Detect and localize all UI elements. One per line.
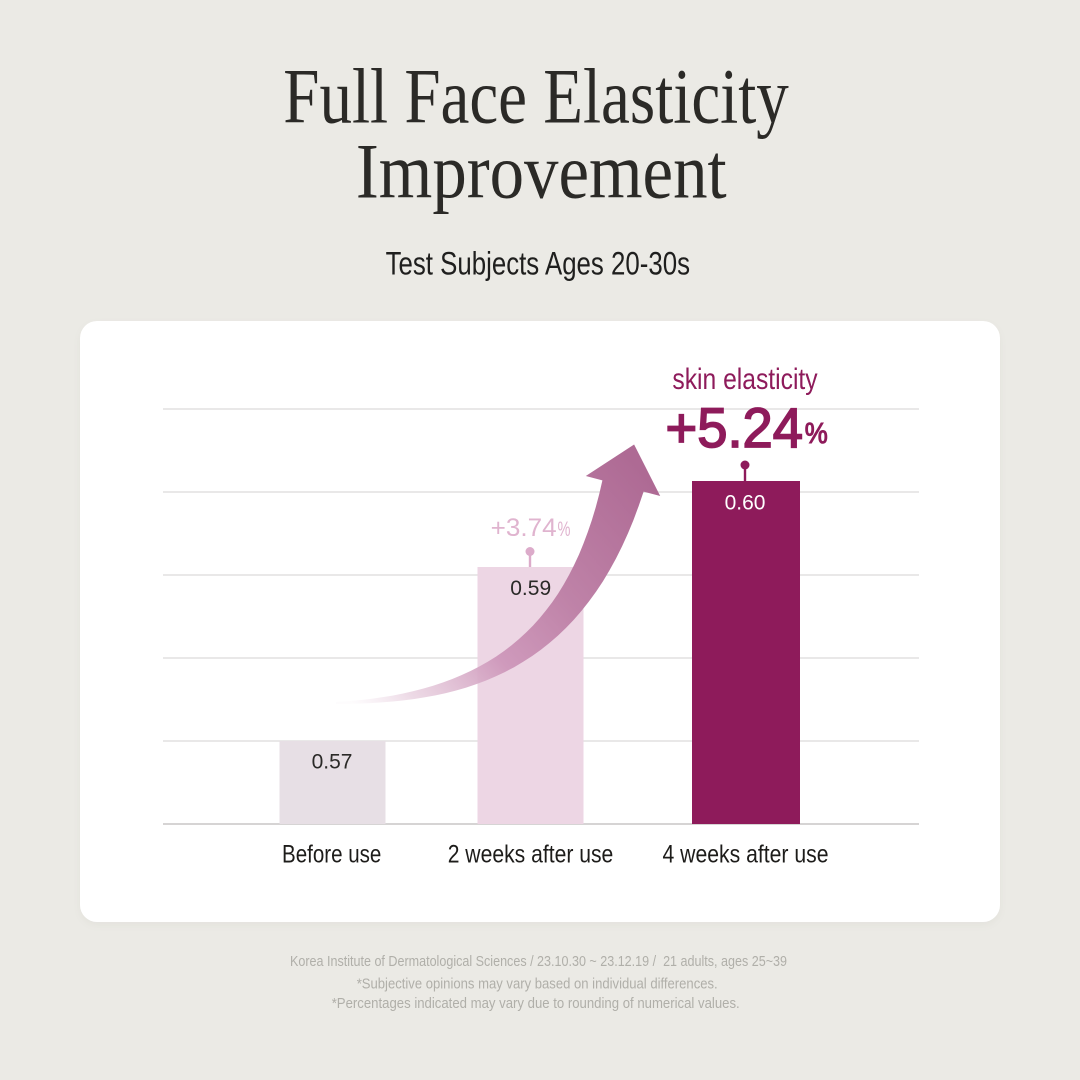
svg-text:4 weeks after use: 4 weeks after use (663, 841, 829, 869)
svg-text:+5.24: +5.24 (666, 397, 804, 459)
svg-text:Test Subjects Ages 20-30s: Test Subjects Ages 20-30s (386, 245, 690, 281)
svg-text:%: % (805, 418, 828, 450)
svg-text:Full Face Elasticity: Full Face Elasticity (283, 53, 789, 140)
svg-text:*Subjective opinions may vary: *Subjective opinions may vary based on i… (357, 975, 718, 992)
svg-text:Improvement: Improvement (356, 128, 727, 215)
svg-text:skin elasticity: skin elasticity (672, 363, 817, 396)
svg-text:%: % (558, 517, 571, 541)
svg-text:0.59: 0.59 (510, 577, 551, 600)
svg-text:+3.74: +3.74 (491, 514, 557, 542)
svg-text:0.60: 0.60 (725, 492, 766, 515)
svg-text:*Percentages indicated may var: *Percentages indicated may vary due to r… (332, 995, 740, 1012)
svg-text:0.57: 0.57 (312, 751, 353, 774)
svg-text:Before use: Before use (282, 841, 381, 869)
svg-text:2 weeks after use: 2 weeks after use (448, 841, 614, 869)
svg-text:Korea Institute of Dermatologi: Korea Institute of Dermatological Scienc… (290, 953, 787, 970)
